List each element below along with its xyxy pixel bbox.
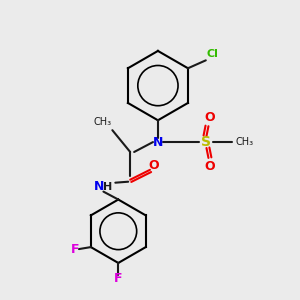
Text: CH₃: CH₃: [93, 117, 111, 127]
Text: N: N: [153, 136, 163, 148]
Text: F: F: [114, 272, 122, 285]
Text: O: O: [204, 111, 215, 124]
Text: O: O: [204, 160, 215, 173]
Text: CH₃: CH₃: [235, 137, 253, 147]
Text: N: N: [94, 180, 105, 193]
Text: Cl: Cl: [207, 49, 219, 59]
Text: H: H: [103, 182, 112, 192]
Text: F: F: [71, 243, 79, 256]
Text: S: S: [202, 135, 212, 149]
Text: O: O: [149, 159, 159, 172]
